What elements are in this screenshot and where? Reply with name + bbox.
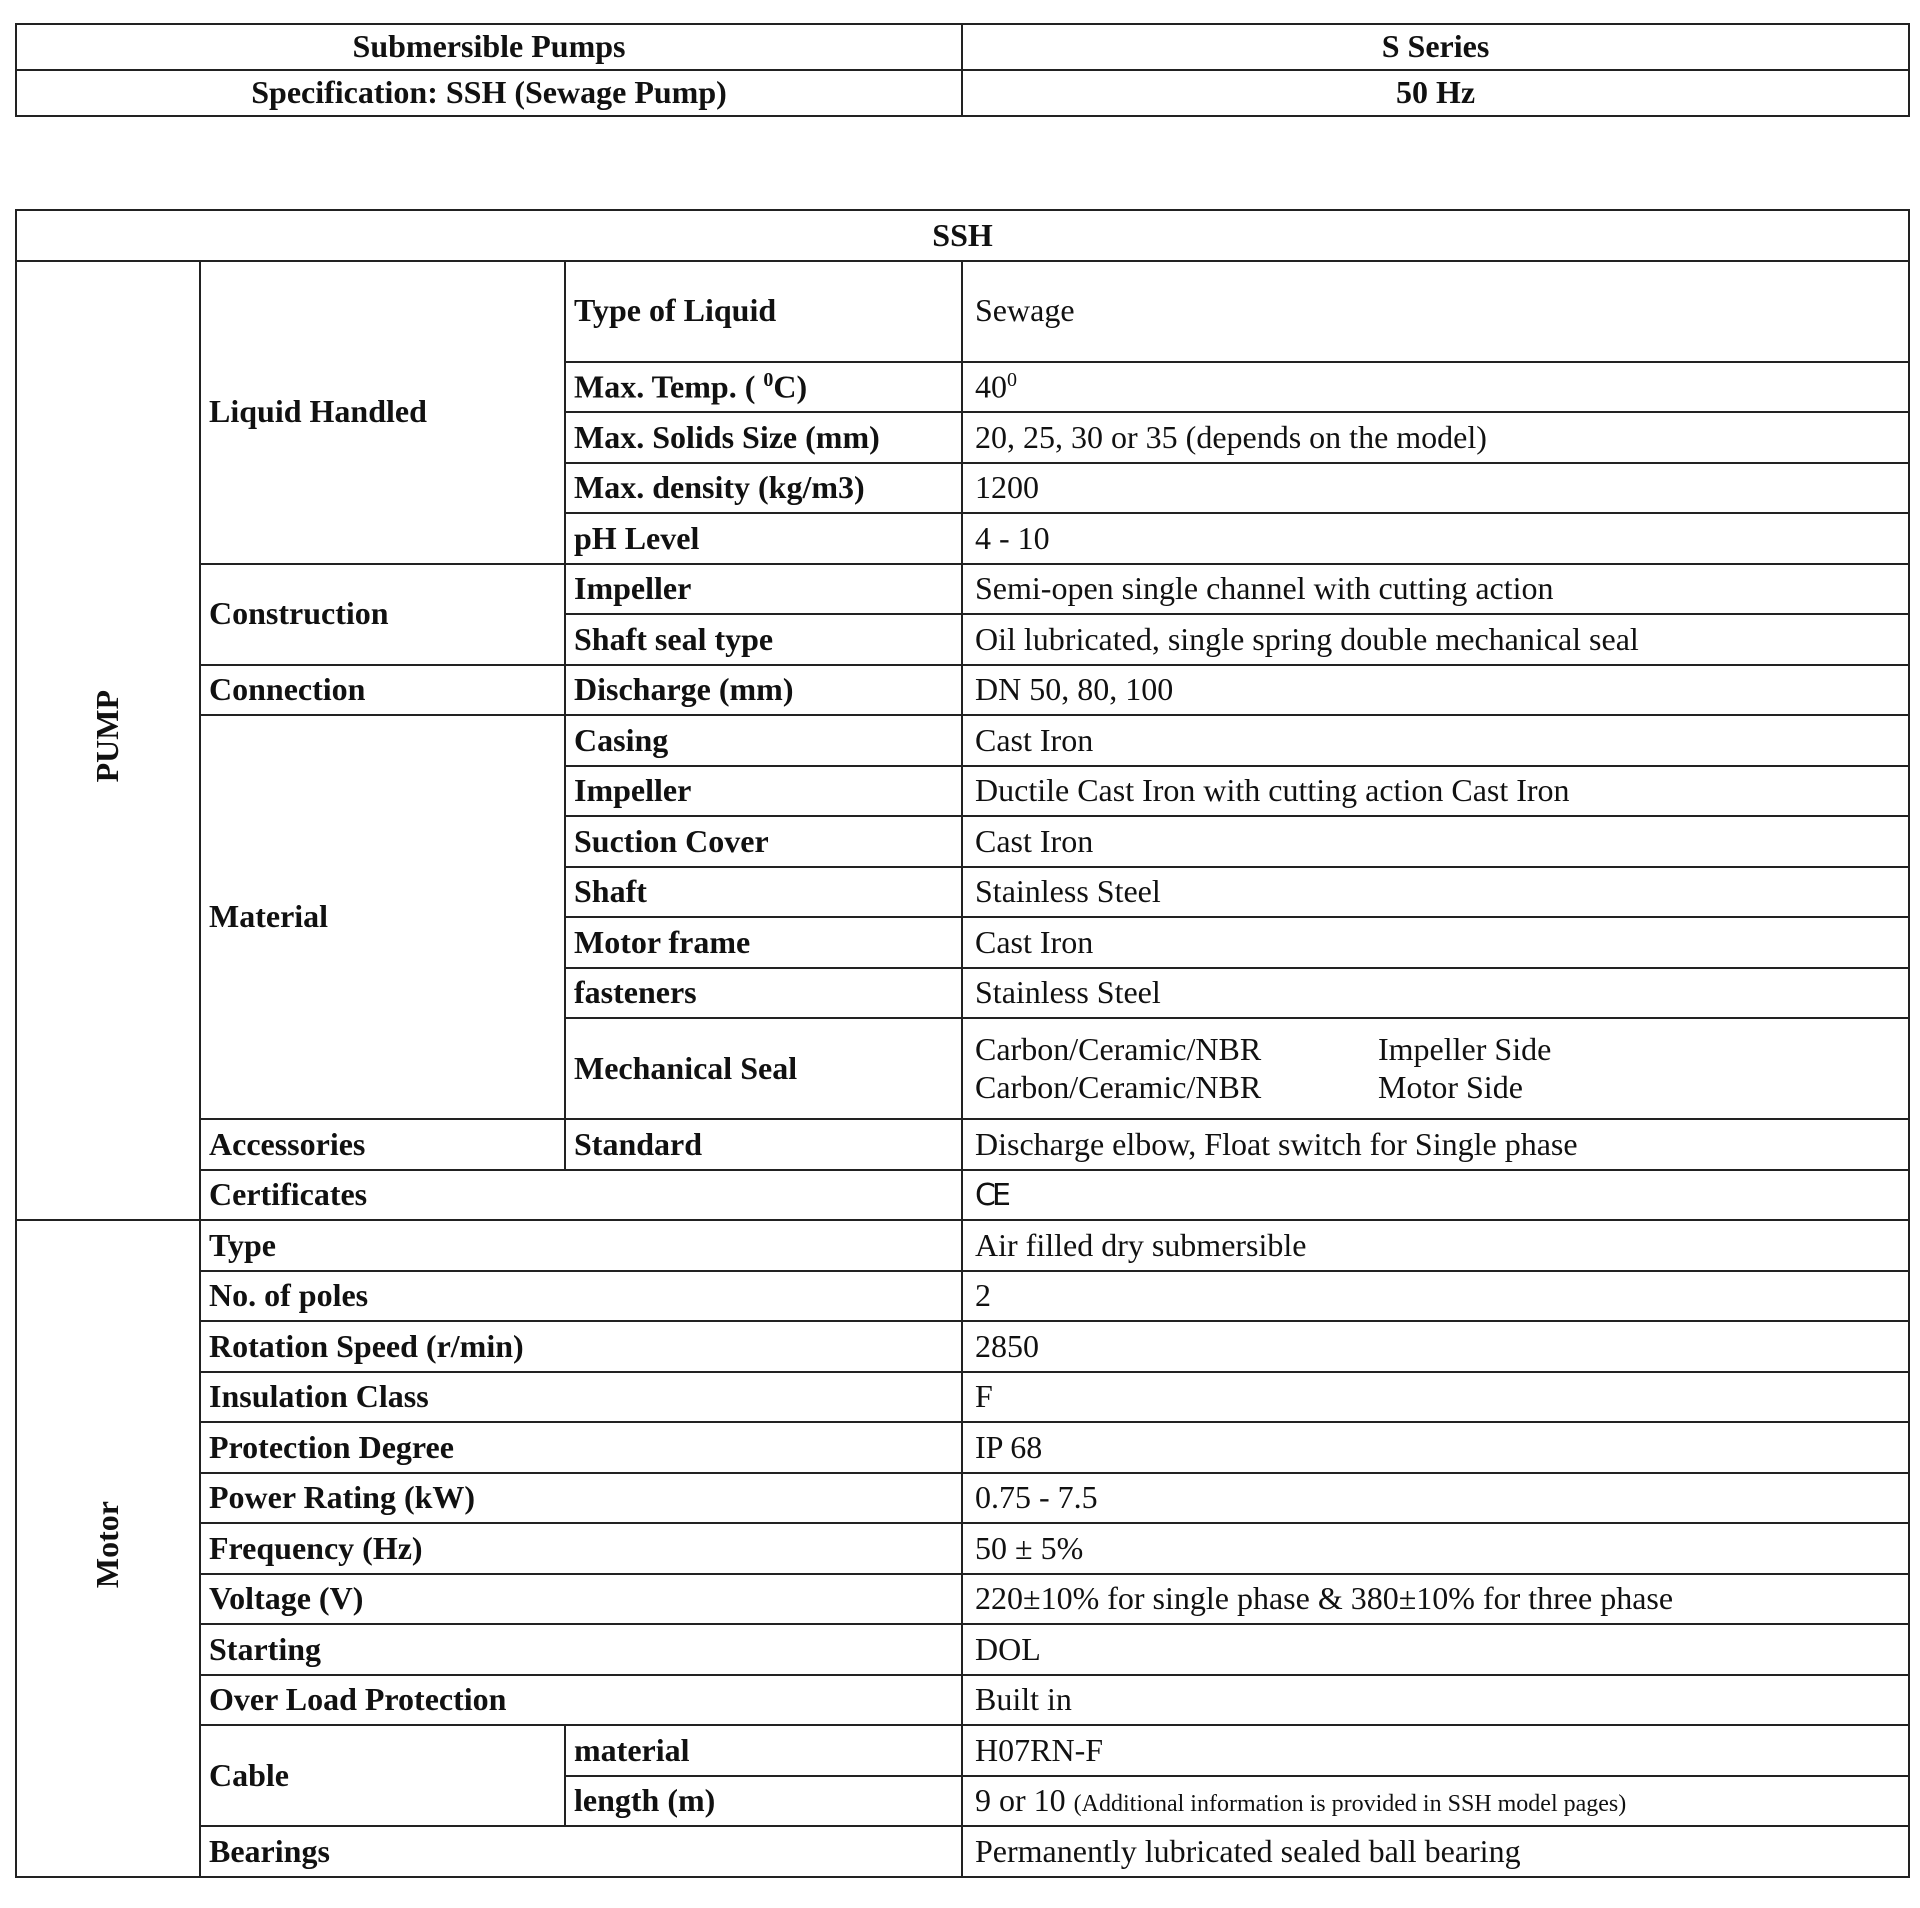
series-title: S Series — [961, 23, 1910, 71]
spec-value: 400 — [960, 360, 1911, 413]
spec-value: Cast Iron — [960, 916, 1911, 969]
spec-label: Standard — [564, 1118, 963, 1171]
frequency-title: 50 Hz — [961, 69, 1910, 117]
spec-label: Motor frame — [564, 916, 963, 969]
spec-value: 0.75 - 7.5 — [960, 1471, 1911, 1524]
spec-value: Stainless Steel — [960, 966, 1911, 1019]
specification-title: Specification: SSH (Sewage Pump) — [15, 69, 963, 117]
spec-value: Stainless Steel — [960, 865, 1911, 918]
spec-label: No. of poles — [199, 1269, 963, 1322]
spec-value: IP 68 — [960, 1421, 1911, 1474]
spec-value: 9 or 10 (Additional information is provi… — [960, 1774, 1911, 1827]
spec-value: 50 ± 5% — [960, 1522, 1911, 1575]
spec-label: Type — [199, 1219, 963, 1272]
spec-value: Cast Iron — [960, 815, 1911, 868]
spec-table: SSH PUMP Liquid Handled Type of Liquid S… — [14, 209, 1911, 1878]
table-title: SSH — [14, 209, 1911, 262]
group-liquid-handled: Liquid Handled — [199, 259, 566, 565]
spec-value: 20, 25, 30 or 35 (depends on the model) — [960, 411, 1911, 464]
spec-value: DOL — [960, 1623, 1911, 1676]
spec-label: Mechanical Seal — [564, 1017, 963, 1120]
spec-value: Permanently lubricated sealed ball beari… — [960, 1825, 1911, 1878]
spec-label: Over Load Protection — [199, 1673, 963, 1726]
header-table: Submersible Pumps S Series Specification:… — [15, 23, 1910, 117]
spec-label: Shaft seal type — [564, 613, 963, 666]
spec-label: Protection Degree — [199, 1421, 963, 1474]
spec-label: Insulation Class — [199, 1370, 963, 1423]
spec-label: Max. Temp. ( 0C) — [564, 360, 963, 413]
mechanical-seal-value: Carbon/Ceramic/NBR Impeller Side Carbon/C… — [960, 1017, 1911, 1120]
spec-label: Shaft — [564, 865, 963, 918]
spec-label: Voltage (V) — [199, 1572, 963, 1625]
spec-value: 2 — [960, 1269, 1911, 1322]
spec-value: 220±10% for single phase & 380±10% for t… — [960, 1572, 1911, 1625]
section-motor: Motor — [15, 1219, 201, 1878]
spec-value: 1200 — [960, 461, 1911, 514]
spec-label: Max. Solids Size (mm) — [564, 411, 963, 464]
spec-value: Air filled dry submersible — [960, 1219, 1911, 1272]
spec-label: Rotation Speed (r/min) — [199, 1320, 963, 1373]
spec-label: Discharge (mm) — [564, 663, 963, 716]
section-pump: PUMP — [15, 259, 201, 1221]
spec-value: H07RN-F — [960, 1724, 1911, 1777]
spec-label: length (m) — [564, 1774, 963, 1827]
group-accessories: Accessories — [199, 1118, 566, 1171]
spec-label: material — [564, 1724, 963, 1777]
spec-value: Sewage — [960, 259, 1911, 363]
group-material: Material — [199, 714, 566, 1120]
spec-value: DN 50, 80, 100 — [960, 663, 1911, 716]
spec-label: Suction Cover — [564, 815, 963, 868]
spec-value: Ductile Cast Iron with cutting action Ca… — [960, 764, 1911, 817]
spec-value: Cast Iron — [960, 714, 1911, 767]
spec-label: fasteners — [564, 966, 963, 1019]
spec-value: Semi-open single channel with cutting ac… — [960, 562, 1911, 615]
spec-label: Type of Liquid — [564, 259, 963, 363]
header-title: Submersible Pumps — [15, 23, 963, 71]
spec-label: Certificates — [199, 1168, 963, 1221]
ce-mark-icon: CE — [975, 1178, 1011, 1214]
spec-label: Bearings — [199, 1825, 963, 1878]
cable-note: (Additional information is provided in S… — [1073, 1791, 1627, 1818]
spec-value: Built in — [960, 1673, 1911, 1726]
spec-value: 4 - 10 — [960, 512, 1911, 565]
spec-label: Max. density (kg/m3) — [564, 461, 963, 514]
spec-label: Power Rating (kW) — [199, 1471, 963, 1524]
spec-label: pH Level — [564, 512, 963, 565]
spec-value: Oil lubricated, single spring double mec… — [960, 613, 1911, 666]
spec-value: 2850 — [960, 1320, 1911, 1373]
spec-label: Frequency (Hz) — [199, 1522, 963, 1575]
spec-label: Impeller — [564, 764, 963, 817]
spec-label: Impeller — [564, 562, 963, 615]
group-cable: Cable — [199, 1724, 566, 1827]
spec-value: F — [960, 1370, 1911, 1423]
spec-value: Discharge elbow, Float switch for Single… — [960, 1118, 1911, 1171]
spec-label: Starting — [199, 1623, 963, 1676]
group-construction: Construction — [199, 562, 566, 666]
spec-label: Casing — [564, 714, 963, 767]
group-connection: Connection — [199, 663, 566, 716]
certificate-value: CE — [960, 1168, 1911, 1221]
